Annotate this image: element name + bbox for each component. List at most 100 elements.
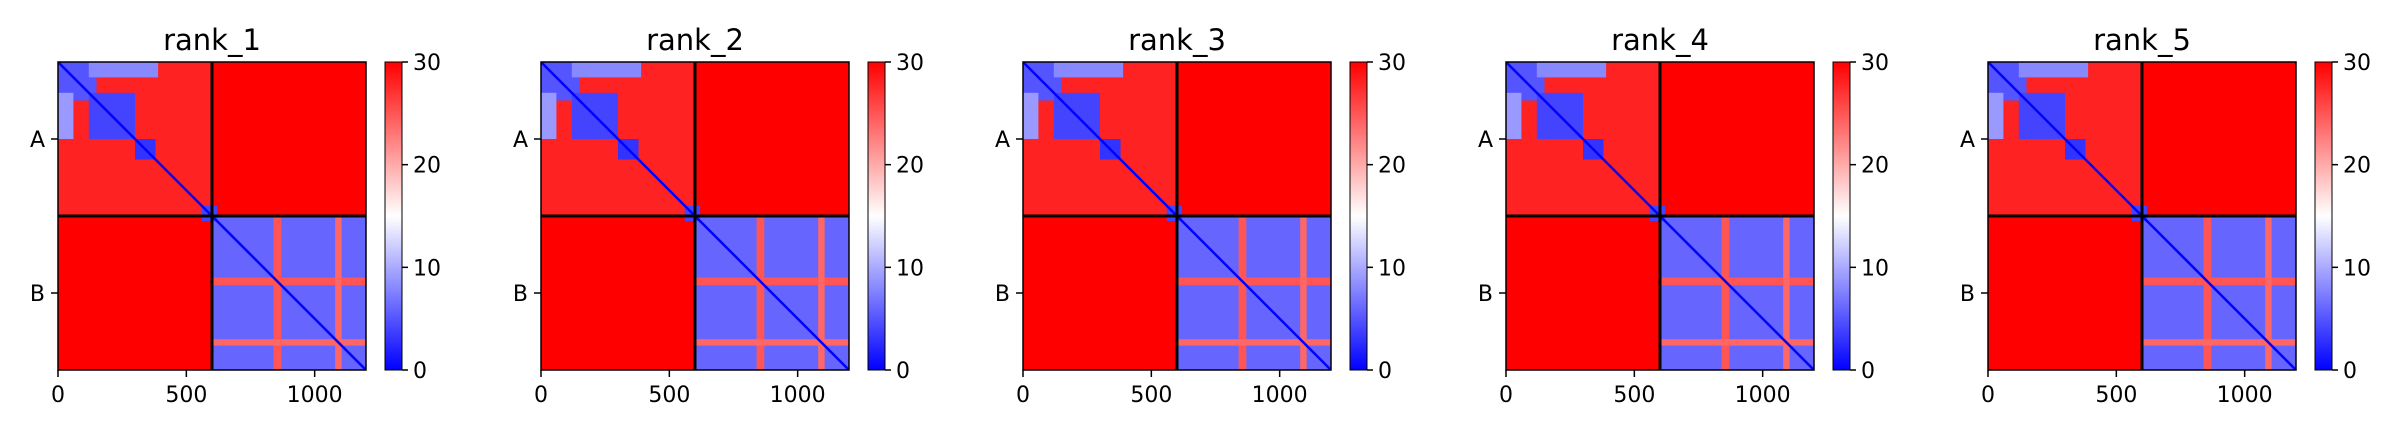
axes-frame — [540, 61, 850, 371]
axes-frame — [57, 61, 367, 371]
heatmap-block — [212, 277, 366, 286]
x-tick-label: 1000 — [1735, 383, 1791, 408]
colorbar — [384, 61, 403, 371]
colorbar-tick-label: 10 — [1861, 256, 1889, 281]
colorbar-tick-label: 10 — [2343, 256, 2371, 281]
colorbar — [1832, 61, 1851, 371]
colorbar-tick-label: 10 — [896, 256, 924, 281]
colorbar — [1349, 61, 1368, 371]
heatmap-block — [58, 216, 212, 370]
heatmap-block — [1506, 92, 1522, 139]
x-tick-label: 0 — [1016, 383, 1030, 408]
heatmap-block — [1053, 62, 1124, 78]
y-tick-label: B — [1478, 282, 1493, 307]
x-tick-label: 1000 — [287, 383, 343, 408]
colorbar-tick-label: 10 — [1378, 256, 1406, 281]
heatmap-block — [1536, 62, 1607, 78]
heatmap-block — [541, 216, 695, 370]
heatmap-block — [695, 62, 849, 216]
heatmap-panel-1: rank_1 0 500 1000 A B 0 10 20 30 — [30, 23, 441, 408]
heatmap-block — [695, 277, 849, 286]
heatmap-panel-4: rank_4 0 500 1000 A B 0 10 20 30 — [1478, 23, 1889, 408]
axes-frame — [1505, 61, 1815, 371]
heatmap-block — [335, 216, 342, 370]
heatmap-block — [1506, 216, 1660, 370]
heatmap-block — [2142, 277, 2296, 286]
colorbar-tick-label: 0 — [413, 359, 427, 384]
colorbar-tick-label: 0 — [1378, 359, 1392, 384]
colorbar-tick-label: 20 — [1378, 154, 1406, 179]
y-tick-label: A — [995, 128, 1010, 153]
heatmap-block — [88, 62, 159, 78]
x-tick-label: 0 — [1981, 383, 1995, 408]
colorbar-tick-label: 0 — [1861, 359, 1875, 384]
heatmap-block — [1660, 277, 1814, 286]
colorbar-tick-label: 30 — [896, 51, 924, 76]
panel-title: rank_2 — [646, 23, 744, 57]
colorbar-tick-label: 20 — [1861, 154, 1889, 179]
x-tick-label: 500 — [1130, 383, 1172, 408]
heatmap-block — [1721, 216, 1730, 370]
x-tick-label: 500 — [2095, 383, 2137, 408]
y-tick-label: B — [995, 282, 1010, 307]
colorbar-tick-label: 20 — [2343, 154, 2371, 179]
x-tick-label: 500 — [165, 383, 207, 408]
heatmap-block — [818, 216, 825, 370]
heatmap-block — [1023, 216, 1177, 370]
heatmap-block — [2142, 339, 2296, 346]
x-tick-label: 0 — [1499, 383, 1513, 408]
x-tick-label: 1000 — [770, 383, 826, 408]
colorbar-tick-label: 20 — [413, 154, 441, 179]
y-tick-label: B — [30, 282, 45, 307]
heatmap-block — [2265, 216, 2272, 370]
y-tick-label: B — [513, 282, 528, 307]
heatmap-block — [1238, 216, 1247, 370]
heatmap-block — [1988, 92, 2004, 139]
colorbar-tick-label: 20 — [896, 154, 924, 179]
heatmap-block — [2142, 62, 2296, 216]
heatmap-block — [1783, 216, 1790, 370]
heatmap-block — [2018, 62, 2089, 78]
axes-frame — [1022, 61, 1332, 371]
heatmap-block — [212, 339, 366, 346]
colorbar-tick-label: 30 — [1378, 51, 1406, 76]
colorbar-tick-label: 30 — [2343, 51, 2371, 76]
y-tick-label: A — [30, 128, 45, 153]
heatmap-block — [1177, 277, 1331, 286]
y-tick-label: B — [1960, 282, 1975, 307]
x-tick-label: 500 — [1613, 383, 1655, 408]
heatmap-cells — [541, 62, 849, 370]
heatmap-block — [58, 92, 74, 139]
heatmap-panel-2: rank_2 0 500 1000 A B 0 10 20 30 — [513, 23, 924, 408]
heatmap-block — [1177, 339, 1331, 346]
heatmap-block — [212, 62, 366, 216]
y-tick-label: A — [1478, 128, 1493, 153]
panel-title: rank_5 — [2093, 23, 2191, 57]
x-tick-label: 500 — [648, 383, 690, 408]
axes-frame — [1987, 61, 2297, 371]
heatmap-cells — [58, 62, 366, 370]
heatmap-cells — [1023, 62, 1331, 370]
colorbar-tick-label: 30 — [413, 51, 441, 76]
colorbar — [867, 61, 886, 371]
x-tick-label: 0 — [51, 383, 65, 408]
panel-title: rank_3 — [1128, 23, 1226, 57]
x-tick-label: 0 — [534, 383, 548, 408]
heatmap-block — [1023, 92, 1039, 139]
heatmap-block — [571, 62, 642, 78]
heatmap-block — [541, 92, 557, 139]
heatmap-cells — [1506, 62, 1814, 370]
heatmap-block — [273, 216, 282, 370]
heatmap-cells — [1988, 62, 2296, 370]
heatmap-block — [1300, 216, 1307, 370]
colorbar-tick-label: 0 — [896, 359, 910, 384]
colorbar — [2314, 61, 2333, 371]
heatmap-block — [1988, 216, 2142, 370]
heatmap-block — [756, 216, 765, 370]
colorbar-tick-label: 30 — [1861, 51, 1889, 76]
colorbar-tick-label: 0 — [2343, 359, 2357, 384]
heatmap-block — [2203, 216, 2212, 370]
heatmap-panel-3: rank_3 0 500 1000 A B 0 10 20 30 — [995, 23, 1406, 408]
heatmap-block — [695, 339, 849, 346]
